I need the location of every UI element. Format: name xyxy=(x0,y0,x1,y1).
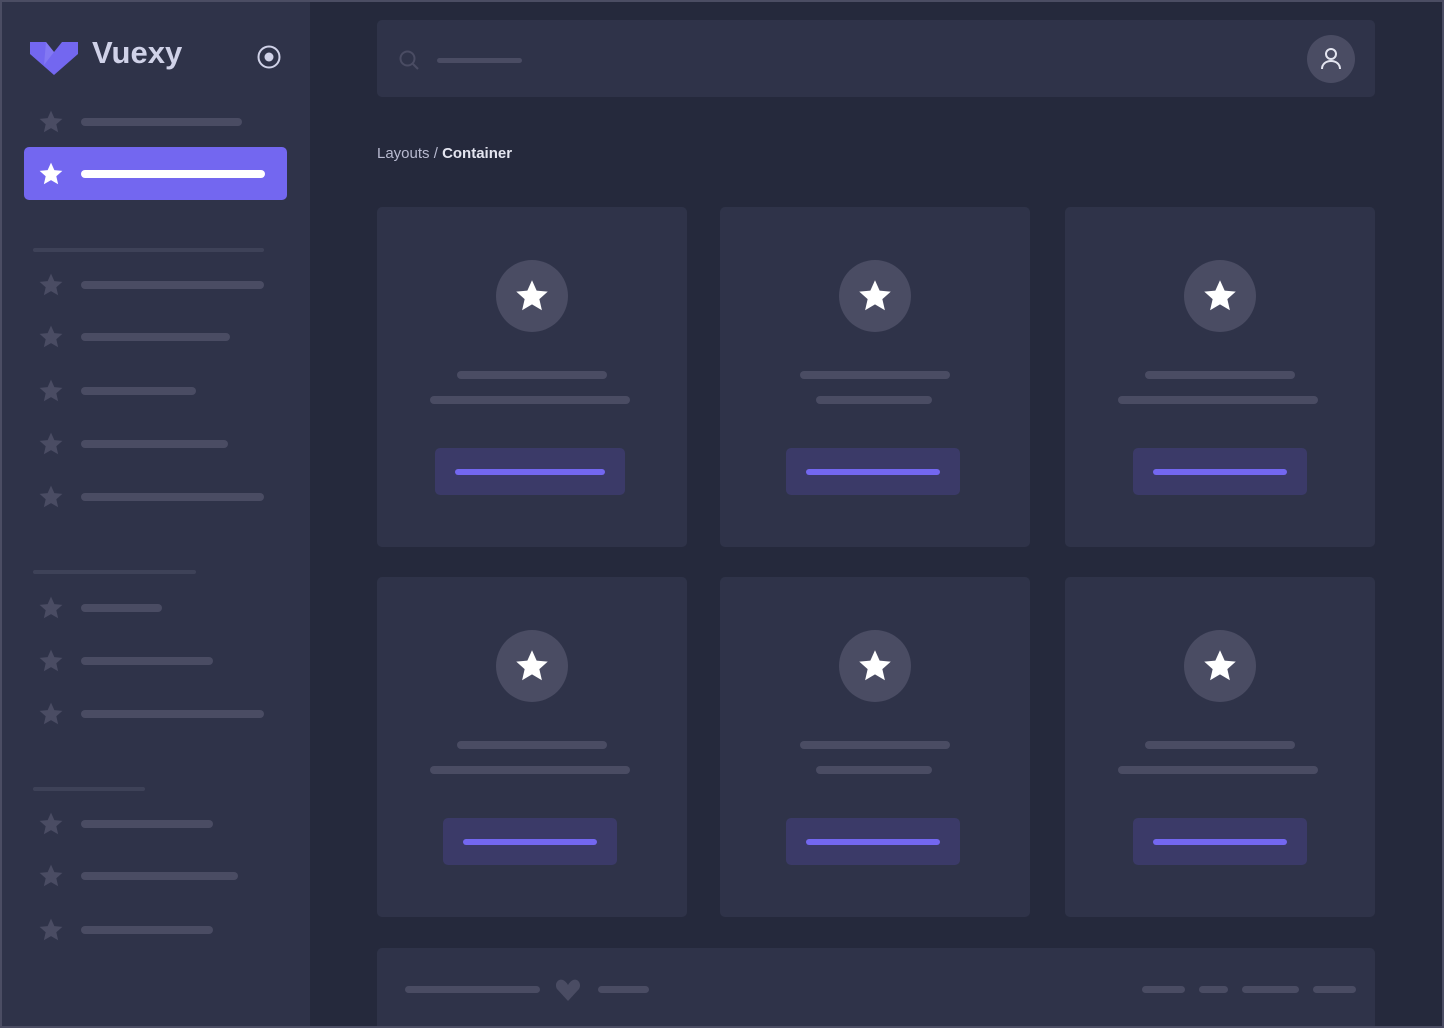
card-button-label xyxy=(806,839,940,845)
section-divider xyxy=(33,570,196,574)
card-title xyxy=(1145,741,1295,749)
sidebar-item-label[interactable] xyxy=(81,820,213,828)
breadcrumb: Layouts / Container xyxy=(377,145,512,162)
footer xyxy=(377,948,1375,1026)
footer-text xyxy=(598,986,649,993)
breadcrumb-separator: / xyxy=(429,145,443,162)
search-input[interactable] xyxy=(437,58,522,63)
card-title xyxy=(800,371,950,379)
heart-icon xyxy=(555,979,581,1001)
star-icon xyxy=(514,648,550,684)
sidebar: Vuexy xyxy=(2,2,310,1026)
card-button[interactable] xyxy=(786,448,960,495)
card-subtitle xyxy=(430,396,630,404)
user-icon xyxy=(1321,48,1341,70)
card xyxy=(377,577,687,917)
star-icon xyxy=(38,863,64,889)
star-icon xyxy=(38,811,64,837)
sidebar-item-label[interactable] xyxy=(81,657,213,665)
card-subtitle xyxy=(1118,396,1318,404)
card-subtitle xyxy=(430,766,630,774)
star-icon xyxy=(38,431,64,457)
card xyxy=(377,207,687,547)
footer-link[interactable] xyxy=(1313,986,1356,993)
footer-link[interactable] xyxy=(1142,986,1185,993)
star-icon xyxy=(38,161,64,187)
card-button-label xyxy=(1153,469,1287,475)
section-divider xyxy=(33,787,145,791)
card-subtitle xyxy=(816,766,932,774)
sidebar-item-label[interactable] xyxy=(81,710,264,718)
star-icon xyxy=(38,595,64,621)
star-icon xyxy=(38,917,64,943)
card-avatar xyxy=(1184,260,1256,332)
star-icon xyxy=(38,484,64,510)
card-avatar xyxy=(496,630,568,702)
card-avatar xyxy=(496,260,568,332)
card-title xyxy=(1145,371,1295,379)
radio-circle-icon[interactable] xyxy=(257,45,281,69)
card xyxy=(1065,577,1375,917)
card-subtitle xyxy=(816,396,932,404)
card xyxy=(1065,207,1375,547)
star-icon xyxy=(38,378,64,404)
sidebar-item-label[interactable] xyxy=(81,493,264,501)
card-avatar xyxy=(839,630,911,702)
card xyxy=(720,207,1030,547)
star-icon xyxy=(38,701,64,727)
breadcrumb-current: Container xyxy=(442,145,513,162)
card-avatar xyxy=(839,260,911,332)
vuexy-logo xyxy=(30,42,78,75)
card-button[interactable] xyxy=(1133,448,1307,495)
star-icon xyxy=(514,278,550,314)
card-avatar xyxy=(1184,630,1256,702)
sidebar-item-label[interactable] xyxy=(81,281,264,289)
avatar[interactable] xyxy=(1307,35,1355,83)
card-subtitle xyxy=(1118,766,1318,774)
card-button[interactable] xyxy=(435,448,625,495)
sidebar-item-label[interactable] xyxy=(81,387,196,395)
card-button[interactable] xyxy=(786,818,960,865)
card xyxy=(720,577,1030,917)
star-icon xyxy=(38,648,64,674)
star-icon xyxy=(38,272,64,298)
star-icon xyxy=(857,278,893,314)
star-icon xyxy=(1202,648,1238,684)
card-title xyxy=(457,741,607,749)
star-icon xyxy=(38,324,64,350)
brand-name: Vuexy xyxy=(92,35,183,70)
sidebar-item-label[interactable] xyxy=(81,170,265,178)
sidebar-item-label[interactable] xyxy=(81,604,162,612)
section-divider xyxy=(33,248,264,252)
sidebar-item-label[interactable] xyxy=(81,926,213,934)
card-button-label xyxy=(455,469,605,475)
card-button-label xyxy=(806,469,940,475)
card-button[interactable] xyxy=(443,818,617,865)
search-icon[interactable] xyxy=(399,50,419,70)
card-title xyxy=(800,741,950,749)
card-title xyxy=(457,371,607,379)
card-button[interactable] xyxy=(1133,818,1307,865)
footer-link[interactable] xyxy=(1242,986,1299,993)
card-button-label xyxy=(1153,839,1287,845)
sidebar-item-label[interactable] xyxy=(81,333,230,341)
footer-text xyxy=(405,986,540,993)
sidebar-item-label[interactable] xyxy=(81,118,242,126)
sidebar-item-label[interactable] xyxy=(81,872,238,880)
star-icon xyxy=(1202,278,1238,314)
card-button-label xyxy=(463,839,597,845)
top-navbar xyxy=(377,20,1375,97)
sidebar-item-label[interactable] xyxy=(81,440,228,448)
star-icon xyxy=(857,648,893,684)
footer-link[interactable] xyxy=(1199,986,1228,993)
breadcrumb-parent[interactable]: Layouts xyxy=(377,145,430,162)
star-icon xyxy=(38,109,64,135)
